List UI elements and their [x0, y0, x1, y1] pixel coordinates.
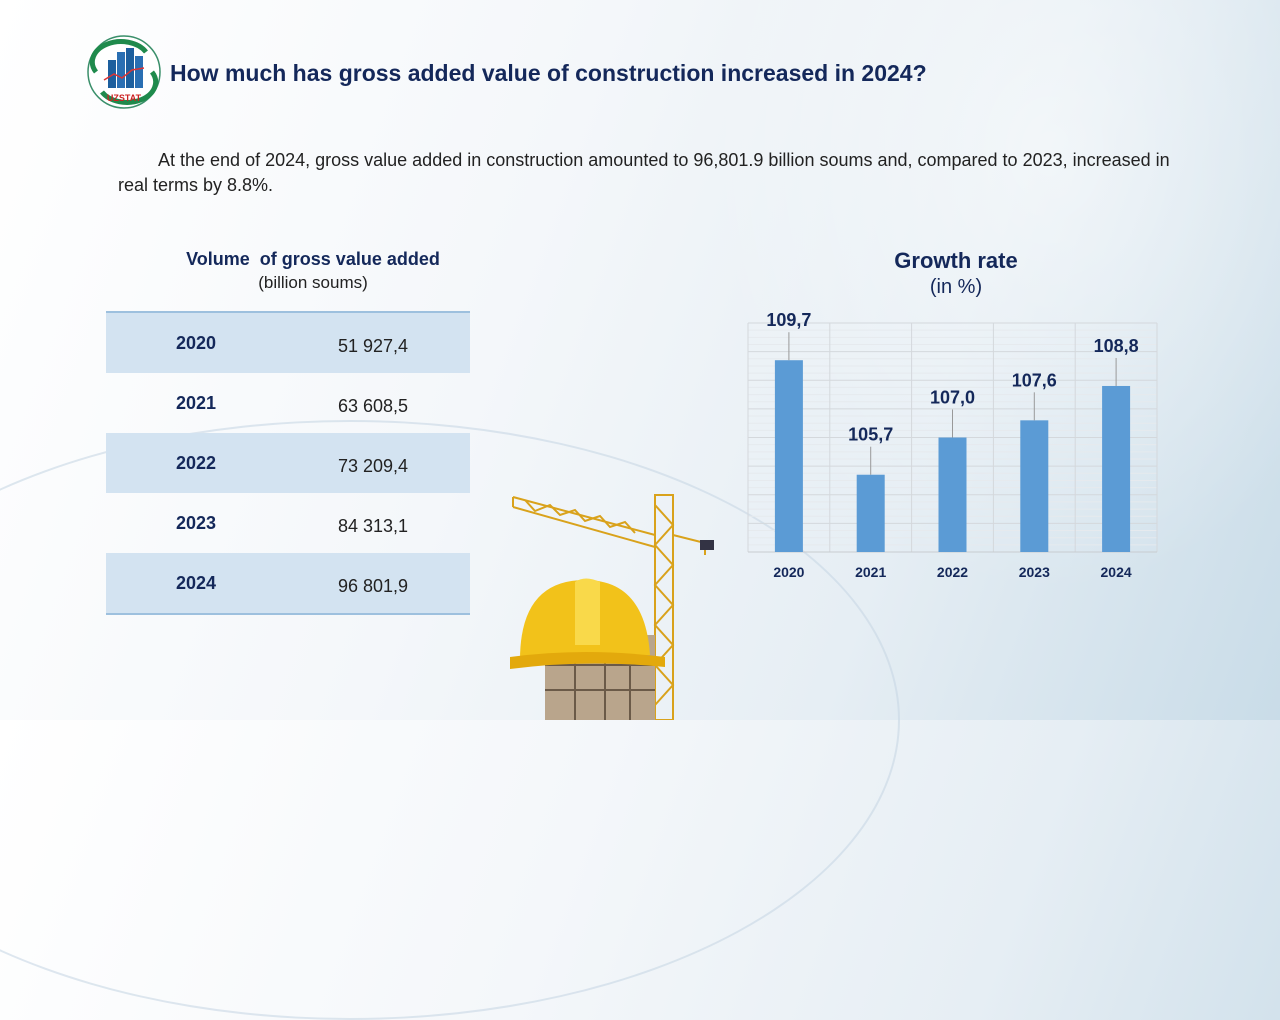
data-label: 107,6 — [1012, 370, 1057, 390]
table-row: 2020 51 927,4 — [106, 313, 470, 373]
bar — [1102, 385, 1131, 552]
data-label: 107,0 — [930, 388, 975, 408]
table-row: 2021 63 608,5 — [106, 373, 470, 433]
table-row: 2024 96 801,9 — [106, 553, 470, 613]
bar — [774, 360, 803, 552]
year-cell: 2022 — [175, 452, 217, 473]
x-tick-label: 2024 — [1101, 564, 1132, 580]
x-tick-label: 2021 — [855, 564, 886, 580]
x-tick-label: 2023 — [1019, 564, 1050, 580]
svg-text:UZSTAT: UZSTAT — [107, 93, 142, 103]
x-tick-label: 2020 — [773, 564, 804, 580]
bar — [938, 437, 967, 552]
uzstat-logo: UZSTAT — [87, 35, 161, 109]
data-label: 109,7 — [766, 310, 811, 330]
data-label: 105,7 — [848, 425, 893, 445]
year-cell: 2023 — [175, 512, 217, 533]
intro-text: At the end of 2024, gross value added in… — [118, 150, 1170, 195]
year-cell: 2020 — [175, 332, 217, 353]
chart-subtitle: (in %) — [929, 276, 983, 298]
crane-helmet-illustration — [510, 494, 714, 720]
chart-title: Growth rate — [894, 248, 1018, 273]
x-tick-label: 2022 — [937, 564, 968, 580]
value-cell: 84 313,1 — [338, 515, 409, 536]
value-cell: 73 209,4 — [338, 455, 409, 476]
table-subtitle: (billion soums) — [258, 273, 368, 292]
table-title: Volume of gross value added — [186, 249, 440, 269]
page-title: How much has gross added value of constr… — [170, 60, 927, 86]
bar — [856, 474, 885, 552]
table-header: Volume of gross value added (billion sou… — [106, 249, 470, 293]
year-cell: 2024 — [175, 572, 217, 593]
bar — [1020, 420, 1049, 552]
gva-table: 2020 51 927,4 2021 63 608,5 2022 73 209,4 2… — [106, 311, 470, 615]
table-row: 2023 84 313,1 — [106, 493, 470, 553]
table-row: 2022 73 209,4 — [106, 433, 470, 493]
year-cell: 2021 — [175, 392, 217, 413]
growth-rate-chart: 109,7 2020 105,7 2021 107,0 2022 107,6 2023 108,… — [747, 310, 1158, 580]
chart-title-block: Growth rate (in %) — [856, 248, 1056, 299]
value-cell: 96 801,9 — [338, 575, 409, 596]
value-cell: 63 608,5 — [338, 395, 409, 416]
data-label: 108,8 — [1094, 336, 1139, 356]
value-cell: 51 927,4 — [338, 335, 409, 356]
